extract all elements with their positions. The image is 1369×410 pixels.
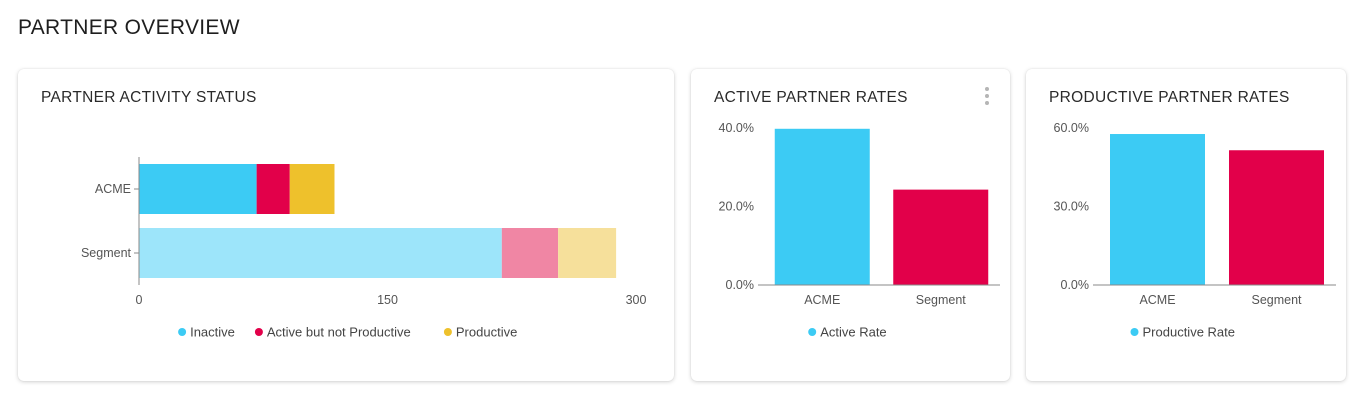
productive-partner-rates-chart: 0.0% 30.0% 60.0% ACME Segment Productive Rate — [1054, 121, 1336, 340]
y-tick-label: 40.0% — [719, 121, 754, 135]
legend-swatch — [443, 328, 452, 336]
y-tick-label: 20.0% — [719, 200, 754, 214]
x-tick-label: ACME — [804, 293, 840, 307]
partner-activity-status-chart: ACME Segment 0 150 300 Inactive Active but not… — [81, 157, 647, 340]
x-tick-label: ACME — [1139, 293, 1175, 307]
bar-segment — [1229, 150, 1324, 285]
bar-segment-1 — [501, 228, 559, 278]
productive-partner-rates-card: PRODUCTIVE PARTNER RATES 0.0% 30.0% 60.0% A… — [1026, 69, 1346, 381]
y-tick-label: 0.0% — [726, 278, 755, 292]
page-title: PARTNER OVERVIEW — [18, 16, 240, 39]
legend-label: Productive — [456, 325, 517, 340]
partner-activity-status-card: PARTNER ACTIVITY STATUS ACME Segment 0 150 3… — [18, 69, 674, 381]
legend-label: Productive Rate — [1143, 325, 1236, 340]
x-tick-label: 0 — [136, 293, 143, 307]
legend-label: Active but not Productive — [267, 325, 411, 340]
bar-acme-0 — [139, 164, 257, 214]
y-tick-label: 0.0% — [1061, 278, 1090, 292]
legend-label: Inactive — [190, 325, 235, 340]
bar-acme — [774, 128, 870, 285]
kebab-menu-icon[interactable] — [984, 87, 990, 105]
y-tick-label: 30.0% — [1054, 200, 1089, 214]
bar-acme-2 — [289, 164, 335, 214]
bar-acme-1 — [256, 164, 290, 214]
bar-acme — [1110, 134, 1205, 285]
x-tick-label: 300 — [626, 293, 647, 307]
x-tick-label: Segment — [1251, 293, 1302, 307]
active-partner-rates-chart: 0.0% 20.0% 40.0% ACME Segment Active Rate — [719, 121, 1000, 340]
card-title: PARTNER ACTIVITY STATUS — [41, 89, 257, 106]
bar-segment-0 — [139, 228, 502, 278]
y-tick-label: 60.0% — [1054, 121, 1089, 135]
legend-swatch — [178, 328, 187, 336]
active-partner-rates-card: ACTIVE PARTNER RATES 0.0% 20.0% 40.0% ACME S… — [691, 69, 1010, 381]
card-title: ACTIVE PARTNER RATES — [714, 89, 908, 106]
bar-segment — [893, 189, 989, 285]
card-title: PRODUCTIVE PARTNER RATES — [1049, 89, 1290, 106]
x-tick-label: 150 — [377, 293, 398, 307]
legend-label: Active Rate — [820, 325, 886, 340]
x-tick-label: Segment — [916, 293, 967, 307]
y-tick-label: ACME — [95, 182, 131, 196]
bar-segment-2 — [558, 228, 617, 278]
legend-swatch — [1130, 328, 1139, 336]
legend-swatch — [254, 328, 263, 336]
y-tick-label: Segment — [81, 246, 132, 260]
legend-swatch — [808, 328, 817, 336]
